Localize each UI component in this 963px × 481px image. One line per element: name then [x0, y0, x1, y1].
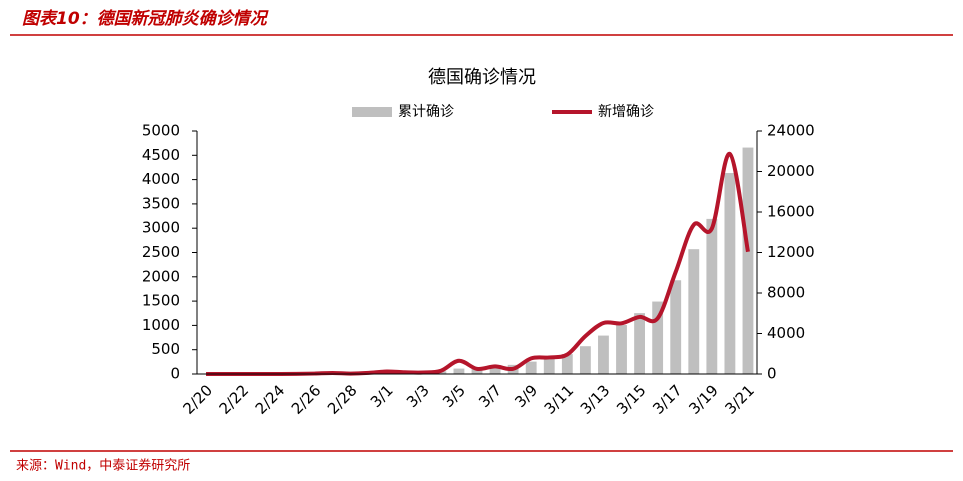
x-tick-label: 3/13	[577, 381, 614, 418]
line	[206, 154, 748, 374]
x-tick-label: 2/20	[179, 381, 216, 418]
y-tick-label: 0	[170, 365, 180, 383]
bar	[580, 346, 591, 374]
legend-label: 累计确诊	[398, 104, 454, 120]
x-tick-label: 2/28	[324, 381, 361, 418]
y-tick-label: 1500	[142, 292, 180, 310]
y2-tick-label: 16000	[767, 203, 815, 221]
y2-tick-label: 20000	[767, 162, 815, 180]
bar	[616, 325, 627, 374]
y2-tick-label: 0	[767, 365, 777, 383]
x-tick-label: 3/1	[367, 381, 397, 411]
bar	[544, 358, 555, 374]
y-tick-label: 2500	[142, 243, 180, 261]
header-title: 图表10：德国新冠肺炎确诊情况	[22, 9, 270, 29]
y-tick-label: 4000	[142, 170, 180, 188]
chart-title: 德国确诊情况	[428, 67, 536, 88]
y-tick-label: 3000	[142, 219, 180, 237]
y-tick-label: 1000	[142, 316, 180, 334]
bar	[526, 362, 537, 374]
bar	[706, 219, 717, 374]
legend-swatch	[352, 107, 392, 117]
x-tick-label: 3/19	[685, 381, 722, 418]
bar	[743, 148, 754, 374]
x-tick-label: 3/15	[613, 381, 650, 418]
legend-label: 新增确诊	[598, 104, 654, 120]
x-tick-label: 3/3	[403, 381, 433, 411]
y-tick-label: 4500	[142, 146, 180, 164]
bar	[598, 336, 609, 374]
y-tick-label: 5000	[142, 122, 180, 140]
x-tick-label: 2/26	[288, 381, 325, 418]
y2-tick-label: 12000	[767, 243, 815, 261]
x-tick-label: 3/9	[511, 381, 541, 411]
x-tick-label: 3/11	[541, 381, 578, 418]
y2-tick-label: 4000	[767, 324, 805, 342]
bar	[724, 173, 735, 374]
footer-source: 来源：Wind，中泰证券研究所	[16, 458, 190, 474]
x-tick-label: 2/22	[216, 381, 253, 418]
y2-tick-label: 24000	[767, 122, 815, 140]
y-tick-label: 3500	[142, 194, 180, 212]
x-tick-label: 2/24	[252, 381, 289, 418]
y-tick-label: 500	[151, 340, 180, 358]
bar	[634, 313, 645, 374]
bar	[688, 249, 699, 374]
x-tick-label: 3/21	[721, 381, 758, 418]
x-tick-label: 3/17	[649, 381, 686, 418]
x-tick-label: 3/7	[475, 381, 505, 411]
x-tick-label: 3/5	[439, 381, 469, 411]
y-tick-label: 2000	[142, 267, 180, 285]
bar	[670, 280, 681, 374]
bar	[454, 369, 465, 374]
y2-tick-label: 8000	[767, 284, 805, 302]
